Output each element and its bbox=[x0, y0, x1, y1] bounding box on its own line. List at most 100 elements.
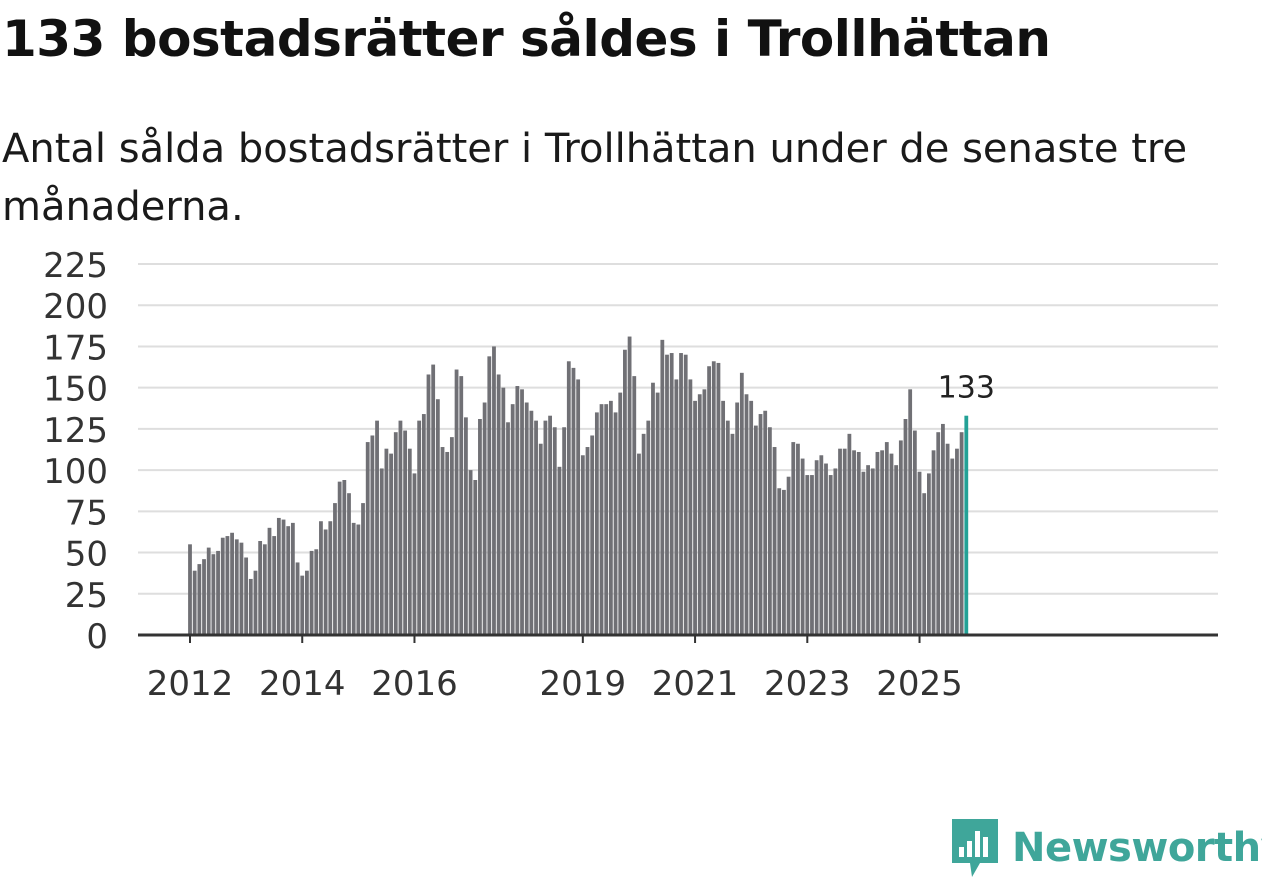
bar bbox=[538, 443, 543, 635]
bar bbox=[880, 450, 885, 635]
y-tick-label: 75 bbox=[65, 493, 108, 533]
bar bbox=[435, 399, 440, 635]
bar bbox=[697, 394, 702, 635]
bar bbox=[641, 433, 646, 635]
bar bbox=[613, 412, 618, 635]
bar bbox=[898, 440, 903, 635]
bar bbox=[379, 468, 384, 635]
y-tick-label: 100 bbox=[43, 452, 108, 492]
bar bbox=[403, 430, 408, 635]
x-tick-label: 2012 bbox=[147, 664, 234, 704]
bar bbox=[819, 455, 824, 635]
bar bbox=[744, 394, 749, 635]
bar bbox=[524, 402, 529, 635]
bar bbox=[468, 470, 473, 635]
newsworthy-logo: Newsworthy bbox=[950, 816, 1262, 880]
bar bbox=[847, 433, 852, 635]
y-tick-label: 125 bbox=[43, 411, 108, 451]
bar bbox=[926, 473, 931, 635]
bar bbox=[655, 392, 660, 635]
bar bbox=[786, 476, 791, 635]
bar bbox=[814, 460, 819, 635]
chart-subtitle: Antal sålda bostadsrätter i Trollhättan … bbox=[2, 126, 1188, 230]
bar bbox=[665, 354, 669, 635]
bar bbox=[922, 493, 927, 635]
x-tick-label: 2014 bbox=[259, 664, 346, 704]
bar bbox=[337, 481, 342, 635]
bar bbox=[908, 389, 913, 635]
bar bbox=[936, 432, 941, 635]
bar bbox=[566, 361, 571, 635]
bar bbox=[262, 544, 267, 635]
bar bbox=[272, 536, 277, 635]
bar bbox=[889, 453, 894, 635]
bar bbox=[702, 389, 707, 635]
bar bbox=[767, 427, 772, 635]
bar bbox=[449, 437, 454, 635]
bar bbox=[192, 570, 197, 635]
bar bbox=[725, 420, 730, 635]
bar bbox=[955, 448, 959, 635]
bar bbox=[206, 547, 211, 635]
bar bbox=[730, 433, 735, 635]
bar bbox=[216, 550, 220, 635]
bar bbox=[646, 420, 651, 635]
bar bbox=[552, 427, 557, 635]
bar bbox=[669, 353, 674, 635]
bar bbox=[758, 414, 763, 635]
bar bbox=[520, 389, 524, 635]
bar bbox=[473, 480, 478, 635]
bar bbox=[496, 374, 501, 635]
bar bbox=[870, 468, 875, 635]
bar bbox=[375, 420, 379, 635]
x-tick-label: 2023 bbox=[764, 664, 851, 704]
bar bbox=[319, 521, 323, 635]
bar bbox=[884, 442, 889, 635]
bar bbox=[370, 435, 375, 635]
bar bbox=[211, 554, 216, 635]
bar bbox=[791, 442, 796, 635]
x-axis-tick-labels: 2012 2014 2016 2019 2021 2023 2025 bbox=[147, 664, 963, 704]
bar bbox=[903, 419, 908, 635]
bar bbox=[356, 524, 361, 635]
bar bbox=[407, 448, 412, 635]
bar bbox=[618, 392, 623, 635]
bar bbox=[627, 336, 632, 635]
bar bbox=[571, 367, 576, 635]
bar bbox=[945, 443, 950, 635]
bar bbox=[286, 526, 291, 635]
bar bbox=[749, 400, 754, 635]
bar bbox=[777, 488, 782, 635]
bar bbox=[548, 415, 552, 635]
bar-highlight bbox=[964, 415, 969, 635]
bar bbox=[959, 432, 964, 635]
x-axis bbox=[138, 633, 1218, 643]
bar bbox=[258, 541, 263, 635]
bar bbox=[594, 412, 599, 635]
bar-series bbox=[188, 336, 969, 635]
bar bbox=[445, 451, 450, 635]
y-tick-label: 225 bbox=[43, 246, 108, 286]
bar bbox=[426, 374, 431, 635]
bar bbox=[361, 503, 365, 635]
bar bbox=[707, 366, 711, 635]
bar bbox=[276, 517, 281, 635]
bar bbox=[393, 432, 398, 635]
bar bbox=[599, 404, 604, 635]
bar bbox=[244, 557, 249, 635]
bar bbox=[833, 468, 838, 635]
bar bbox=[894, 465, 899, 635]
bar bbox=[674, 379, 679, 635]
bar bbox=[683, 354, 688, 635]
bar bbox=[454, 369, 459, 635]
bar bbox=[501, 387, 506, 635]
bar bbox=[290, 522, 295, 635]
bar bbox=[651, 382, 655, 635]
bar bbox=[838, 448, 842, 635]
bar bbox=[239, 542, 244, 635]
bar bbox=[557, 466, 562, 635]
y-tick-label: 25 bbox=[65, 576, 108, 616]
y-tick-label: 50 bbox=[65, 535, 108, 575]
bar bbox=[856, 451, 861, 635]
bar bbox=[417, 420, 422, 635]
